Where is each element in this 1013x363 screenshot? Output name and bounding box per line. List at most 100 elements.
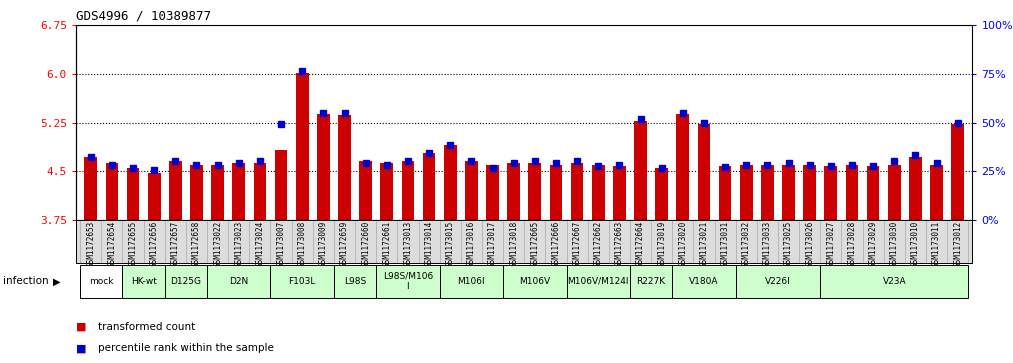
Bar: [401, 161, 414, 220]
Text: GSM1173018: GSM1173018: [510, 221, 519, 267]
Text: M106I: M106I: [458, 277, 485, 286]
Bar: [232, 163, 245, 220]
Bar: [825, 166, 837, 220]
Bar: [486, 164, 498, 220]
Text: F103L: F103L: [289, 277, 316, 286]
Bar: [360, 161, 372, 220]
Text: V23A: V23A: [882, 277, 906, 286]
Bar: [570, 163, 583, 220]
Text: V180A: V180A: [689, 277, 718, 286]
Text: ■: ■: [76, 343, 86, 354]
Bar: [888, 164, 901, 220]
Text: GSM1173008: GSM1173008: [298, 221, 307, 267]
Text: GSM1173010: GSM1173010: [911, 221, 920, 267]
Bar: [698, 125, 710, 220]
FancyBboxPatch shape: [440, 265, 503, 298]
Text: ■: ■: [76, 322, 86, 332]
Text: GSM1173011: GSM1173011: [932, 221, 941, 267]
Bar: [275, 150, 288, 220]
Text: D125G: D125G: [170, 277, 202, 286]
Text: GSM1173017: GSM1173017: [488, 221, 497, 267]
Bar: [550, 164, 562, 220]
Bar: [677, 114, 689, 220]
Text: GSM1173030: GSM1173030: [889, 221, 899, 267]
Text: HK-wt: HK-wt: [131, 277, 157, 286]
Bar: [422, 153, 436, 220]
Bar: [761, 164, 774, 220]
Bar: [803, 164, 816, 220]
Text: GSM1173009: GSM1173009: [319, 221, 328, 267]
Bar: [592, 164, 605, 220]
Text: infection: infection: [3, 276, 49, 286]
FancyBboxPatch shape: [207, 265, 270, 298]
Text: GSM1173033: GSM1173033: [763, 221, 772, 267]
FancyBboxPatch shape: [376, 265, 440, 298]
Bar: [867, 166, 879, 220]
Bar: [909, 157, 922, 220]
Bar: [655, 168, 668, 220]
Bar: [508, 163, 520, 220]
Text: GSM1172655: GSM1172655: [129, 221, 138, 267]
Bar: [253, 163, 266, 220]
Text: M106V: M106V: [520, 277, 550, 286]
FancyBboxPatch shape: [123, 265, 165, 298]
Text: GSM1173022: GSM1173022: [213, 221, 222, 267]
Bar: [296, 73, 309, 220]
Bar: [739, 164, 753, 220]
Text: GSM1173028: GSM1173028: [848, 221, 856, 267]
Text: ▶: ▶: [53, 276, 60, 286]
Text: M106V/M124I: M106V/M124I: [567, 277, 629, 286]
Bar: [169, 161, 181, 220]
Text: GSM1173007: GSM1173007: [277, 221, 286, 267]
Bar: [84, 157, 97, 220]
Bar: [782, 164, 795, 220]
Text: GSM1173013: GSM1173013: [403, 221, 412, 267]
Text: GSM1172660: GSM1172660: [362, 221, 370, 267]
Text: V226I: V226I: [765, 277, 791, 286]
Bar: [381, 163, 393, 220]
FancyBboxPatch shape: [503, 265, 566, 298]
Bar: [212, 164, 224, 220]
Bar: [444, 145, 457, 220]
Text: mock: mock: [89, 277, 113, 286]
FancyBboxPatch shape: [821, 265, 968, 298]
Text: GSM1172653: GSM1172653: [86, 221, 95, 267]
FancyBboxPatch shape: [270, 265, 334, 298]
Text: GSM1172662: GSM1172662: [594, 221, 603, 267]
Text: D2N: D2N: [229, 277, 248, 286]
Text: GSM1173021: GSM1173021: [699, 221, 708, 267]
Text: GSM1173014: GSM1173014: [424, 221, 434, 267]
Text: GSM1173024: GSM1173024: [255, 221, 264, 267]
Text: transformed count: transformed count: [98, 322, 196, 332]
FancyBboxPatch shape: [566, 265, 630, 298]
Bar: [634, 121, 647, 220]
FancyBboxPatch shape: [334, 265, 376, 298]
FancyBboxPatch shape: [630, 265, 673, 298]
Text: GSM1172665: GSM1172665: [530, 221, 539, 267]
FancyBboxPatch shape: [673, 265, 735, 298]
Text: GSM1173020: GSM1173020: [679, 221, 687, 267]
Bar: [613, 166, 626, 220]
FancyBboxPatch shape: [165, 265, 207, 298]
Bar: [338, 115, 350, 220]
Text: GSM1173032: GSM1173032: [742, 221, 751, 267]
Bar: [127, 168, 140, 220]
Bar: [846, 164, 858, 220]
Bar: [317, 114, 329, 220]
Text: GSM1173016: GSM1173016: [467, 221, 476, 267]
FancyBboxPatch shape: [735, 265, 821, 298]
Text: GSM1172667: GSM1172667: [572, 221, 581, 267]
Text: GSM1172659: GSM1172659: [340, 221, 349, 267]
Text: GSM1173031: GSM1173031: [720, 221, 729, 267]
Text: GSM1172666: GSM1172666: [551, 221, 560, 267]
Text: GSM1173023: GSM1173023: [234, 221, 243, 267]
Text: GSM1173026: GSM1173026: [805, 221, 814, 267]
Text: GSM1172657: GSM1172657: [171, 221, 180, 267]
Text: GSM1173025: GSM1173025: [784, 221, 793, 267]
Text: GSM1172656: GSM1172656: [150, 221, 159, 267]
Bar: [465, 161, 478, 220]
Text: GSM1173019: GSM1173019: [657, 221, 667, 267]
Text: GSM1173027: GSM1173027: [827, 221, 836, 267]
Text: GSM1172664: GSM1172664: [636, 221, 645, 267]
Text: GSM1173012: GSM1173012: [953, 221, 962, 267]
